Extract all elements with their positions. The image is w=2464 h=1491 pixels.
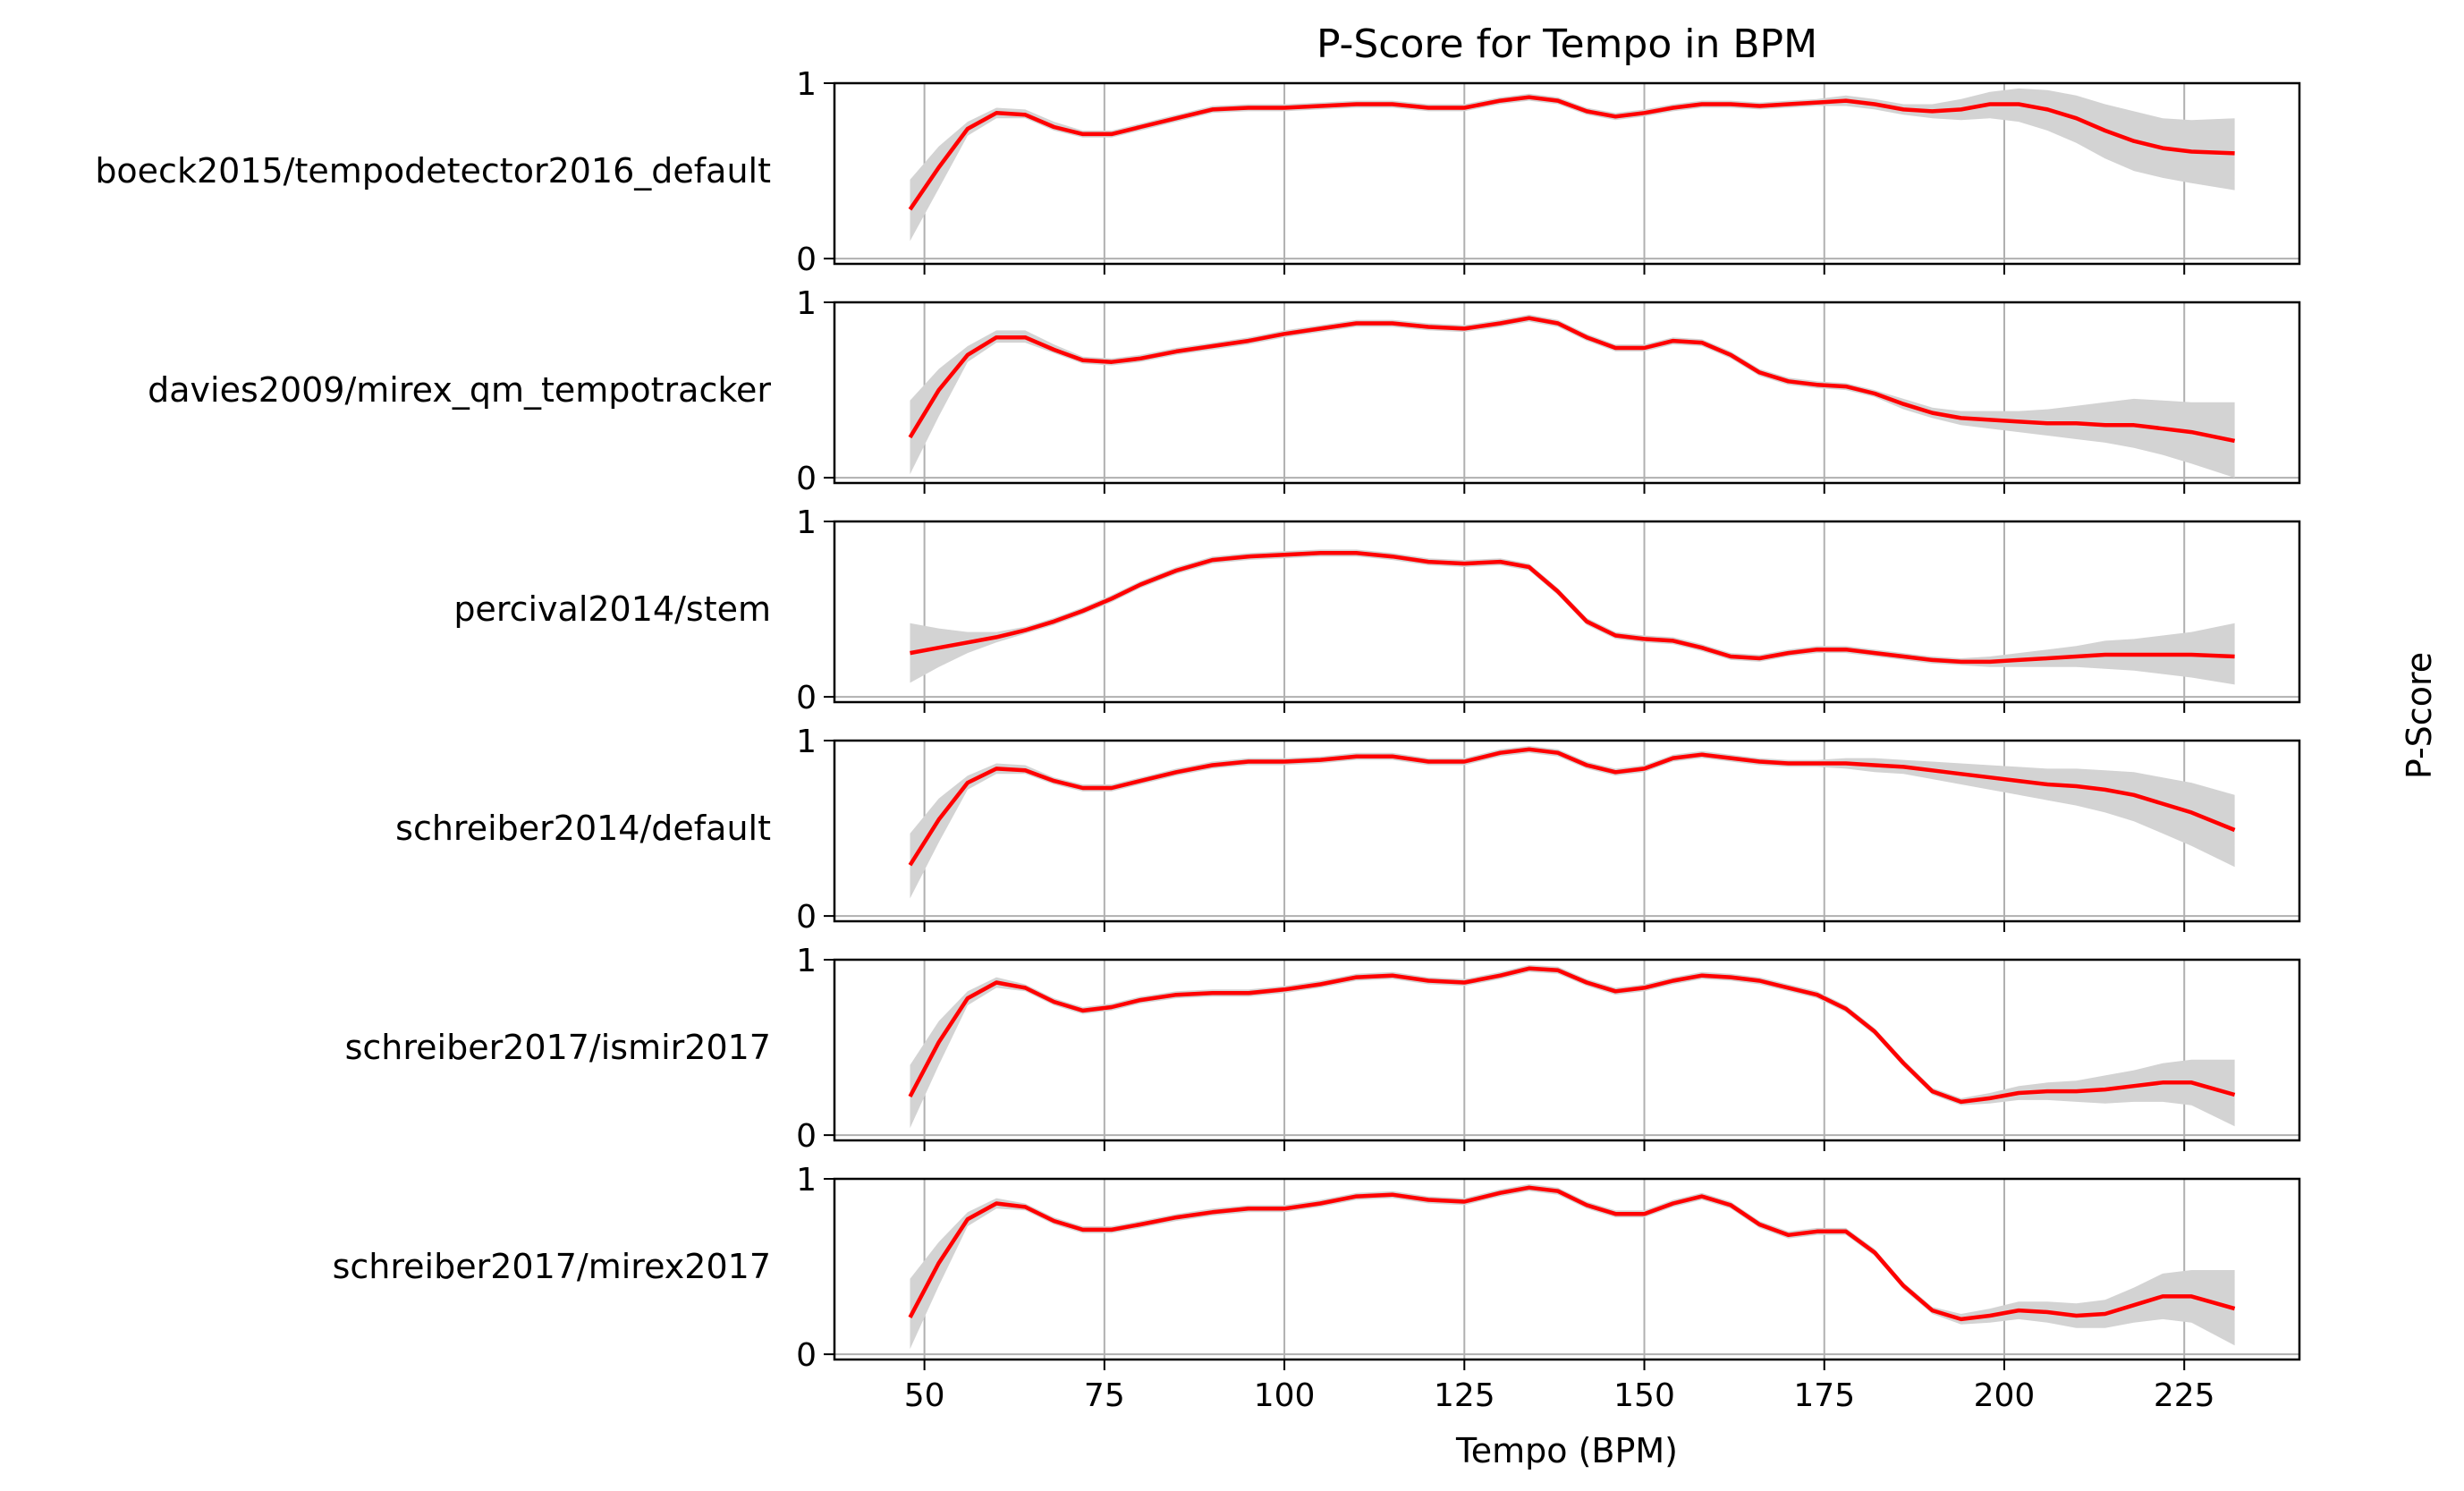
confidence-band — [910, 549, 2235, 685]
series-label: schreiber2017/ismir2017 — [345, 1028, 771, 1067]
series-line — [908, 95, 2235, 211]
confidence-band — [910, 964, 2235, 1129]
series-label: davies2009/mirex_qm_tempotracker — [148, 370, 771, 410]
series-line — [908, 966, 2236, 1105]
panel: 0 1 percival2014/stem — [453, 504, 2301, 716]
panel-frame — [833, 958, 2301, 1142]
y-tick-label: 1 — [796, 504, 817, 541]
y-tick-label: 0 — [796, 680, 817, 716]
series-line — [908, 316, 2236, 444]
x-tick-label: 125 — [1434, 1377, 1495, 1414]
y-tick-label: 0 — [796, 461, 817, 497]
panel-frame — [833, 301, 2301, 485]
y-tick-label: 1 — [796, 285, 817, 322]
panel: 0 1 schreiber2017/ismir2017 — [345, 943, 2301, 1155]
panel-frame — [833, 81, 2301, 266]
y-tick-label: 1 — [796, 943, 817, 979]
x-tick-label: 150 — [1613, 1377, 1675, 1414]
confidence-band — [910, 745, 2235, 899]
panel: 0 1 boeck2015/tempodetector2016_default — [95, 66, 2301, 278]
confidence-band — [910, 314, 2235, 479]
x-tick-label: 175 — [1793, 1377, 1855, 1414]
y-axis-label: P-Score — [2400, 652, 2439, 779]
x-tick-label: 200 — [1974, 1377, 2036, 1414]
x-tick-label: 50 — [904, 1377, 945, 1414]
series-label: boeck2015/tempodetector2016_default — [95, 151, 771, 191]
y-tick-label: 1 — [796, 1162, 817, 1199]
confidence-band — [910, 1183, 2235, 1350]
panel-frame — [833, 1177, 2301, 1361]
series-label: schreiber2017/mirex2017 — [333, 1247, 771, 1286]
series-label: percival2014/stem — [453, 589, 771, 629]
y-tick-label: 0 — [796, 241, 817, 278]
series-line — [908, 747, 2236, 867]
panel: 0 1 schreiber2014/default — [395, 724, 2301, 936]
y-tick-label: 0 — [796, 1337, 817, 1374]
confidence-band — [910, 88, 2235, 241]
y-tick-label: 0 — [796, 1118, 817, 1155]
panels: 0 1 boeck2015/tempodetector2016_default 0 1 d… — [95, 66, 2301, 1414]
y-tick-label: 0 — [796, 899, 817, 936]
x-tick-label: 225 — [2154, 1377, 2215, 1414]
panel: 0 1 davies2009/mirex_qm_tempotracker — [148, 285, 2301, 497]
chart-title: P-Score for Tempo in BPM — [1317, 21, 1817, 67]
panel-frame — [833, 739, 2301, 923]
x-tick-label: 100 — [1254, 1377, 1316, 1414]
panel: 0 1 schreiber2017/mirex2017 50 75 100 125 150 17… — [333, 1162, 2301, 1414]
y-tick-label: 1 — [796, 724, 817, 760]
x-tick-label: 75 — [1084, 1377, 1125, 1414]
panel-frame — [833, 520, 2301, 704]
series-line — [910, 551, 2235, 665]
y-tick-label: 1 — [796, 66, 817, 103]
x-axis-label: Tempo (BPM) — [1455, 1431, 1678, 1470]
series-label: schreiber2014/default — [395, 809, 771, 848]
series-line — [908, 1185, 2236, 1322]
